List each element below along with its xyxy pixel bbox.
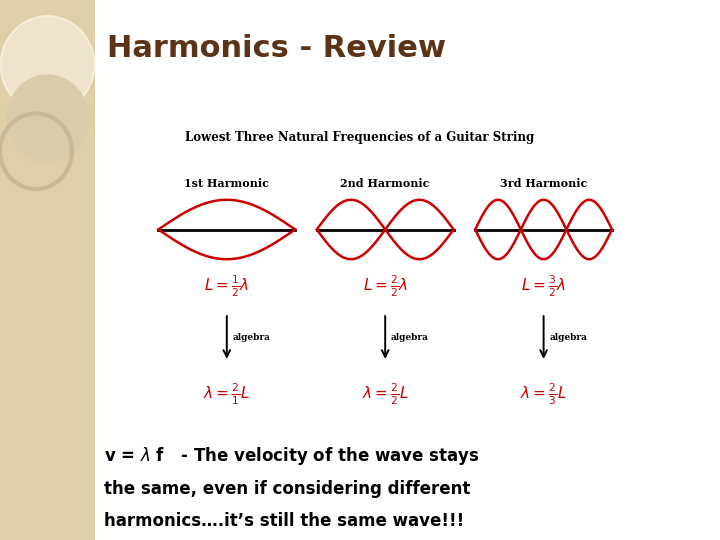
Ellipse shape [1, 16, 94, 113]
Text: $\lambda = \frac{2}{3} L$: $\lambda = \frac{2}{3} L$ [521, 381, 567, 407]
Text: algebra: algebra [549, 333, 588, 342]
Text: $L = \frac{1}{2} \lambda$: $L = \frac{1}{2} \lambda$ [204, 273, 250, 299]
Polygon shape [0, 0, 95, 540]
Text: $L = \frac{2}{2} \lambda$: $L = \frac{2}{2} \lambda$ [362, 273, 408, 299]
Text: harmonics….it’s still the same wave!!!: harmonics….it’s still the same wave!!! [104, 512, 464, 530]
Text: $\lambda = \frac{2}{2} L$: $\lambda = \frac{2}{2} L$ [362, 381, 408, 407]
Text: algebra: algebra [391, 333, 429, 342]
Text: algebra: algebra [233, 333, 271, 342]
Text: v = $\lambda$ f   - The velocity of the wave stays: v = $\lambda$ f - The velocity of the wa… [104, 446, 480, 467]
Text: Harmonics - Review: Harmonics - Review [107, 34, 446, 63]
Text: 3rd Harmonic: 3rd Harmonic [500, 178, 588, 189]
Text: the same, even if considering different: the same, even if considering different [104, 480, 471, 498]
Text: Lowest Three Natural Frequencies of a Guitar String: Lowest Three Natural Frequencies of a Gu… [185, 131, 535, 144]
Ellipse shape [6, 74, 89, 163]
Text: 1st Harmonic: 1st Harmonic [184, 178, 269, 189]
Text: $L = \frac{3}{2} \lambda$: $L = \frac{3}{2} \lambda$ [521, 273, 567, 299]
Text: 2nd Harmonic: 2nd Harmonic [341, 178, 430, 189]
Text: $\lambda = \frac{2}{1} L$: $\lambda = \frac{2}{1} L$ [204, 381, 250, 407]
